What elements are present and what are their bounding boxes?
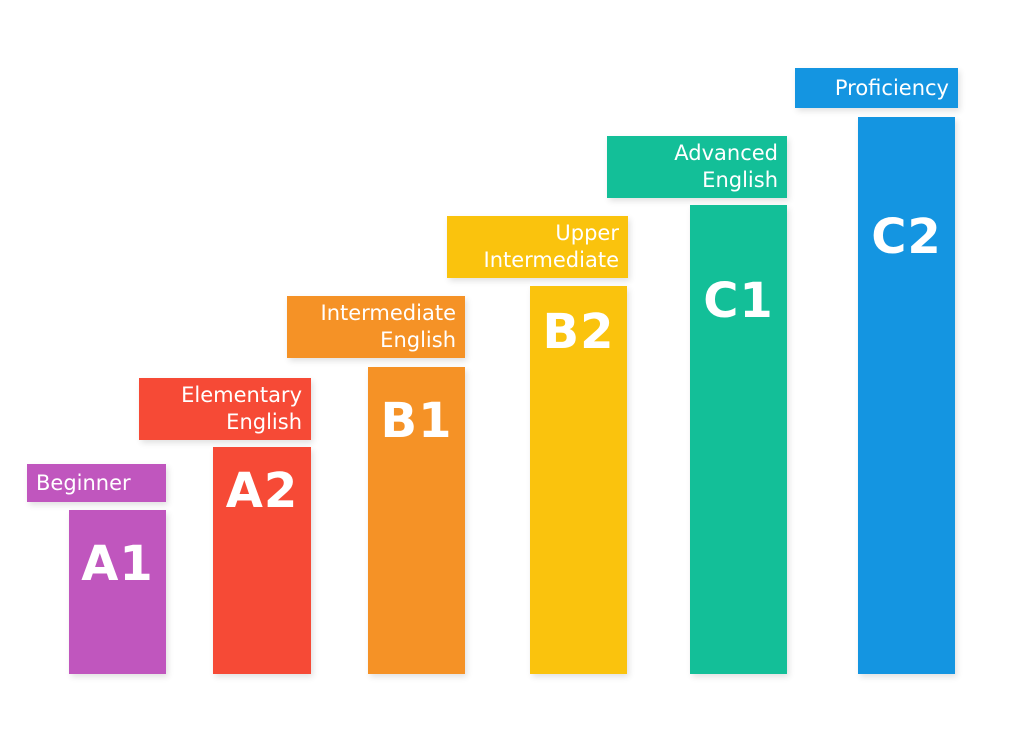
level-label-a2-line-2: English [226,410,302,434]
level-label-b1-line-1: Intermediate [320,301,457,325]
level-code-c2: C2 [871,209,942,265]
level-bar-a1: A1 [69,510,166,674]
level-code-b2: B2 [542,304,615,360]
level-label-a2: Elementary English [139,378,311,440]
level-label-b2-line-2: Intermediate [483,248,620,272]
level-label-c1-line-2: English [702,168,778,192]
level-label-a1-line-1: Beginner [36,470,131,495]
level-bar-a2: A2 [213,447,311,674]
level-code-c1: C1 [703,273,774,329]
level-bar-c2: C2 [858,117,955,674]
level-label-c2: Proficiency [795,68,958,108]
level-bar-b1: B1 [368,367,465,674]
level-code-a2: A2 [225,463,299,519]
level-label-b2-line-1: Upper [555,221,619,245]
level-bar-b2: B2 [530,286,627,674]
level-code-a1: A1 [81,536,154,592]
level-label-a2-line-1: Elementary [181,383,302,407]
level-label-c1: Advanced English [607,136,787,198]
level-bar-c1: C1 [690,205,787,674]
level-label-a1: Beginner [27,464,166,502]
level-label-b1: Intermediate English [287,296,465,358]
level-label-c1-line-1: Advanced [674,141,778,165]
level-code-b1: B1 [380,393,453,449]
level-label-b2: Upper Intermediate [447,216,628,278]
level-label-c2-line-1: Proficiency [834,75,949,100]
level-label-b1-line-2: English [380,328,456,352]
